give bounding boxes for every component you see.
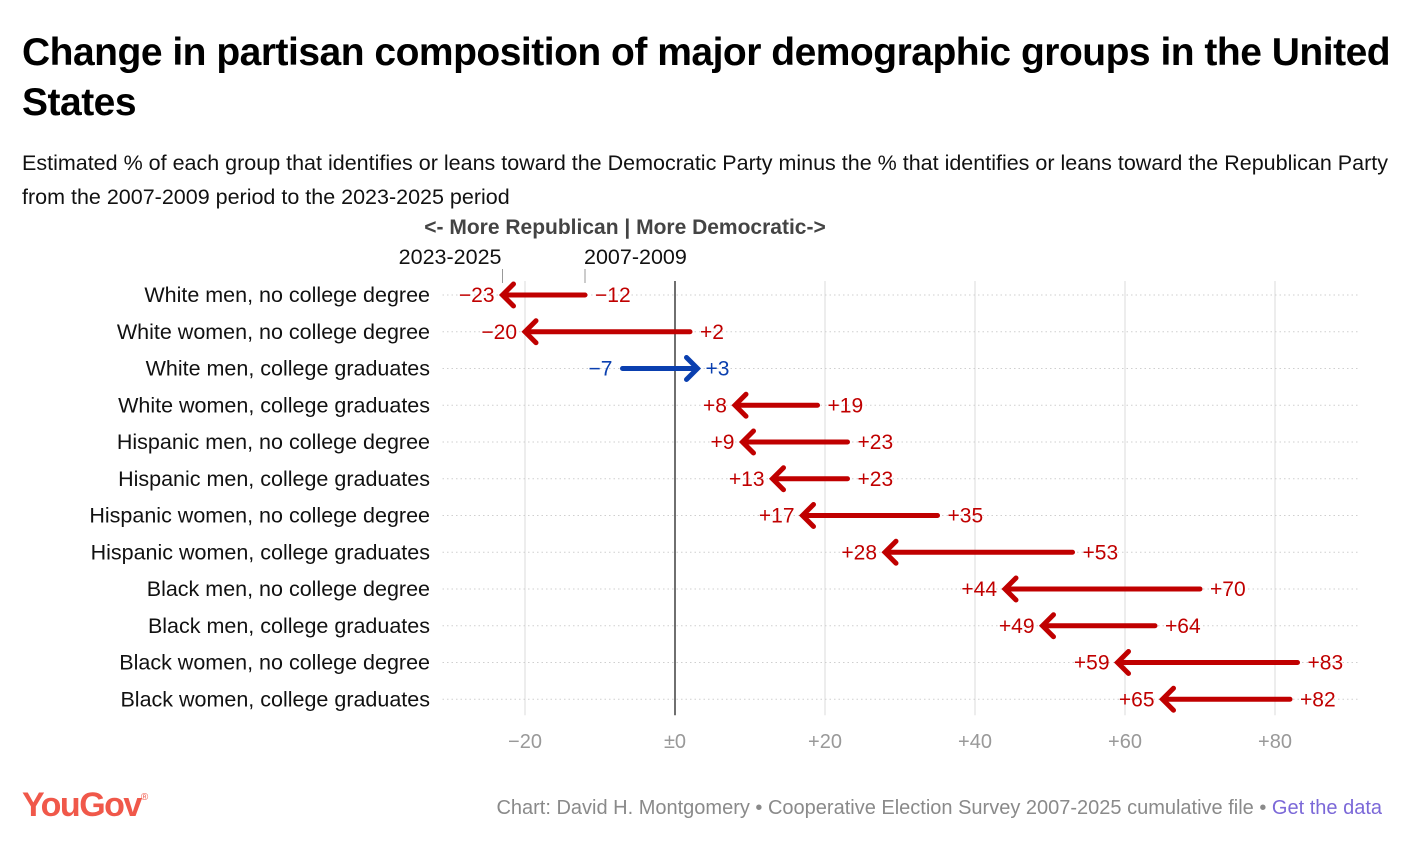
arrowhead [768, 465, 786, 493]
arrowhead [498, 281, 516, 309]
category-label: Hispanic women, college graduates [91, 540, 430, 564]
end-value-label: +13 [729, 468, 765, 491]
category-label: White men, college graduates [146, 357, 430, 381]
start-period-label: 2007-2009 [584, 245, 687, 269]
end-period-label: 2023-2025 [399, 245, 502, 269]
start-value-label: +53 [1083, 541, 1119, 564]
category-label: Hispanic men, college graduates [118, 467, 430, 491]
category-label: Hispanic men, no college degree [117, 430, 430, 454]
source-credit: Chart: David H. Montgomery • Cooperative… [496, 797, 1382, 820]
arrow-mark [1001, 575, 1203, 603]
end-value-label: +28 [841, 541, 877, 564]
x-tick-label: +20 [808, 731, 842, 753]
arrowhead [1038, 612, 1056, 640]
arrowhead [798, 502, 816, 529]
category-label: White women, college graduates [118, 393, 430, 417]
x-tick-label: ±0 [664, 731, 686, 753]
yougov-logo: YouGov® [22, 786, 148, 824]
category-label: Black men, no college degree [147, 577, 430, 601]
arrowhead [731, 391, 749, 419]
get-the-data-link[interactable]: Get the data [1271, 797, 1382, 819]
arrow-mark [1113, 649, 1300, 676]
category-label: White men, no college degree [144, 283, 430, 307]
start-value-label: +23 [858, 468, 894, 491]
end-value-label: +49 [999, 615, 1035, 638]
end-value-label: +65 [1119, 688, 1155, 711]
arrow-mark [1038, 612, 1158, 640]
arrowhead [1158, 685, 1176, 713]
credit-text: Chart: David H. Montgomery • Cooperative… [496, 797, 1272, 819]
x-tick-label: +60 [1108, 731, 1142, 753]
end-value-label: +44 [961, 578, 997, 601]
category-label: Black women, no college degree [119, 651, 430, 675]
start-value-label: −12 [595, 284, 631, 307]
arrowhead [1001, 575, 1019, 603]
start-value-label: +19 [828, 394, 864, 417]
start-value-label: +70 [1210, 578, 1246, 601]
logo-text: YouGov [22, 786, 142, 824]
arrowhead [684, 355, 702, 382]
arrow-mark [498, 281, 588, 309]
arrowhead [1113, 649, 1131, 676]
x-tick-label: −20 [508, 731, 542, 753]
end-value-label: +3 [706, 358, 730, 381]
arrowhead [881, 538, 899, 566]
start-value-label: +83 [1308, 652, 1344, 675]
end-value-label: −23 [459, 284, 495, 307]
arrow-mark [620, 355, 702, 382]
category-label: Black women, college graduates [120, 687, 430, 711]
end-value-label: +8 [703, 394, 727, 417]
arrow-mark [881, 538, 1075, 566]
arrow-mark [768, 465, 850, 493]
arrow-mark [798, 502, 940, 529]
category-label: White women, no college degree [117, 320, 430, 344]
arrow-mark [521, 318, 693, 346]
start-value-label: −7 [589, 358, 613, 381]
category-label: Black men, college graduates [148, 614, 430, 638]
chart-title: Change in partisan composition of major … [22, 31, 1391, 124]
arrow-mark [738, 428, 850, 456]
arrow-mark [1158, 685, 1293, 713]
start-value-label: +82 [1300, 688, 1336, 711]
chart-subtitle: Estimated % of each group that identifie… [22, 151, 1388, 209]
category-label: Hispanic women, no college degree [89, 504, 430, 528]
start-value-label: +64 [1165, 615, 1201, 638]
arrowhead [738, 428, 756, 456]
x-tick-label: +80 [1258, 731, 1292, 753]
direction-label: <- More Republican | More Democratic-> [424, 216, 825, 239]
start-value-label: +23 [858, 431, 894, 454]
x-tick-label: +40 [958, 731, 992, 753]
end-value-label: +59 [1074, 652, 1110, 675]
end-value-label: −20 [481, 321, 517, 344]
start-value-label: +35 [948, 505, 984, 528]
arrowhead [521, 318, 539, 346]
end-value-label: +9 [711, 431, 735, 454]
start-value-label: +2 [700, 321, 724, 344]
end-value-label: +17 [759, 505, 795, 528]
arrow-mark [731, 391, 820, 419]
